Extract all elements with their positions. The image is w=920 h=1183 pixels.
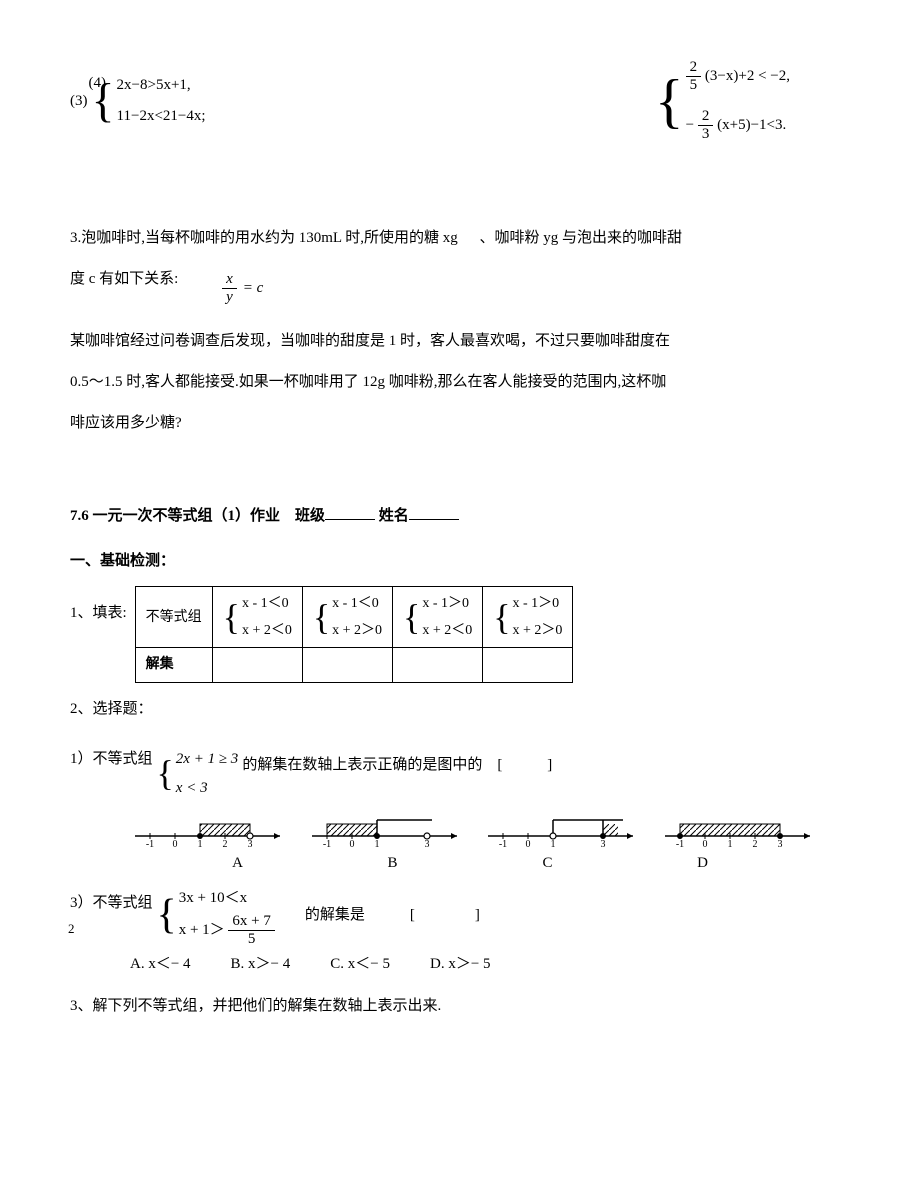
mc1-row: 1）不等式组 { 2x + 1 ≥ 3 x < 3 的解集在数轴上表示正确的是图… (70, 746, 850, 802)
systems-row: (3) { 2x−8>5x+1, (4) 11−2x<21−4x; { 2 5 … (70, 60, 850, 142)
numline-b[interactable]: -1 0 1 3 (307, 806, 467, 848)
svg-text:3: 3 (424, 839, 429, 848)
numline-svg-icon: -1 0 1 3 (307, 806, 467, 848)
table-cell: { x - 1＞0x + 2＜0 (393, 587, 483, 648)
brace-icon: { (403, 603, 420, 632)
opt-b[interactable]: B. x＞− 4 (231, 951, 291, 978)
svg-text:1: 1 (551, 839, 556, 848)
mc3-suffix: 的解集是 [ ] (305, 902, 480, 929)
section1-title: 一、基础检测： (70, 545, 850, 578)
coffee-line5: 啡应该用多少糖? (70, 407, 850, 440)
svg-text:1: 1 (727, 839, 732, 848)
table-cell: { x - 1＞0x + 2＞0 (483, 587, 573, 648)
solution-cell[interactable] (393, 648, 483, 682)
numline-d[interactable]: -1 0 1 2 3 (660, 806, 820, 848)
table-row: 不等式组 { x - 1＜0x + 2＜0 { x - 1＜0x + 2＞0 {… (135, 587, 573, 648)
coffee-line1: 3.泡咖啡时,当每杯咖啡的用水约为 130mL 时,所使用的糖 xg 、咖啡粉 … (70, 222, 850, 255)
blank-name[interactable] (409, 519, 459, 520)
eq-line: 11−2x<21−4x; (117, 103, 206, 130)
svg-text:0: 0 (526, 839, 531, 848)
system-4: { 2 5 (3−x)+2 < −2, − 2 3 (x+5)−1<3. (655, 60, 790, 142)
brace-icon: { (313, 603, 330, 632)
q3-label: 3、解下列不等式组，并把他们的解集在数轴上表示出来. (70, 990, 850, 1023)
coffee-line4: 0.5～1.5 时,客人都能接受.如果一杯咖啡用了 12g 咖啡粉,那么在客人能… (70, 366, 850, 399)
svg-text:2: 2 (223, 839, 228, 848)
table-cell: { x - 1＜0x + 2＜0 (212, 587, 302, 648)
number-lines-row: -1 0 1 2 3 -1 0 1 3 -1 0 1 3 (70, 806, 850, 848)
svg-text:2: 2 (752, 839, 757, 848)
coffee-line3: 某咖啡馆经过问卷调查后发现，当咖啡的甜度是 1 时，客人最喜欢喝，不过只要咖啡甜… (70, 325, 850, 358)
brace-content: 2x−8>5x+1, (4) 11−2x<21−4x; (115, 72, 206, 130)
brace-system-left: { 2x−8>5x+1, (4) 11−2x<21−4x; (92, 72, 206, 130)
brace-icon: { (223, 603, 240, 632)
opt-c[interactable]: C (470, 850, 625, 877)
opt-b[interactable]: B (315, 850, 470, 877)
svg-text:0: 0 (173, 839, 178, 848)
mc1-system: { 2x + 1 ≥ 3 x < 3 (157, 746, 239, 802)
svg-text:-1: -1 (322, 839, 330, 848)
svg-text:-1: -1 (676, 839, 684, 848)
svg-text:-1: -1 (146, 839, 154, 848)
fraction: x y (222, 272, 237, 305)
mc3-row: 3）不等式组 2 { 3x + 10＜x x + 1＞ 6x + 7 5 的解集… (70, 885, 850, 978)
brace-icon: { (655, 80, 684, 122)
svg-text:3: 3 (601, 839, 606, 848)
label-4: (4) (89, 70, 107, 97)
mc1-suffix: 的解集在数轴上表示正确的是图中的 [ ] (242, 746, 552, 779)
svg-text:1: 1 (374, 839, 379, 848)
worksheet-title: 7.6 一元一次不等式组（1）作业 班级 姓名 (70, 500, 850, 533)
mc3-subnum: 2 (68, 917, 75, 940)
mc3-options: A. x＜− 4 B. x＞− 4 C. x＜− 5 D. x＞− 5 (130, 951, 850, 978)
svg-text:0: 0 (349, 839, 354, 848)
fraction: 2 5 (686, 60, 702, 93)
brace-content: 2 5 (3−x)+2 < −2, − 2 3 (x+5)−1<3. (684, 60, 790, 142)
solution-cell[interactable] (483, 648, 573, 682)
mc1-prefix: 1）不等式组 (70, 746, 153, 773)
table-row: 解集 (135, 648, 573, 682)
q2-label: 2、选择题： (70, 693, 850, 726)
brace-icon: { (493, 603, 510, 632)
svg-text:0: 0 (702, 839, 707, 848)
numline-c[interactable]: -1 0 1 3 (483, 806, 643, 848)
inequality-table: 不等式组 { x - 1＜0x + 2＜0 { x - 1＜0x + 2＞0 {… (135, 586, 574, 683)
opt-d[interactable]: D (625, 850, 780, 877)
svg-text:3: 3 (777, 839, 782, 848)
svg-text:1: 1 (198, 839, 203, 848)
mc3-system: { 3x + 10＜x x + 1＞ 6x + 7 5 (157, 885, 275, 947)
table-cell: { x - 1＜0x + 2＞0 (302, 587, 392, 648)
q1-label: 1、填表: (70, 586, 127, 627)
opt-d[interactable]: D. x＞− 5 (430, 951, 491, 978)
svg-text:3: 3 (248, 839, 253, 848)
fraction: 2 3 (698, 109, 714, 142)
eq-line: 2x−8>5x+1, (117, 72, 206, 99)
brace-system-right: { 2 5 (3−x)+2 < −2, − 2 3 (x+5)−1<3. (655, 60, 790, 142)
coffee-line2: 度 c 有如下关系: x y = c (70, 263, 850, 305)
blank-class[interactable] (325, 519, 375, 520)
fraction: 6x + 7 5 (228, 914, 274, 947)
svg-text:-1: -1 (499, 839, 507, 848)
coffee-equation: x y = c (222, 272, 263, 305)
label-3: (3) (70, 88, 88, 115)
opt-c[interactable]: C. x＜− 5 (330, 951, 390, 978)
brace-icon: { (157, 899, 177, 933)
mc1-options: A B C D (70, 850, 850, 877)
opt-a[interactable]: A (160, 850, 315, 877)
table-head-cell: 不等式组 (135, 587, 212, 648)
eq-line: − 2 3 (x+5)−1<3. (686, 109, 790, 142)
numline-svg-icon: -1 0 1 2 3 (130, 806, 290, 848)
numline-a[interactable]: -1 0 1 2 3 (130, 806, 290, 848)
system-3: (3) { 2x−8>5x+1, (4) 11−2x<21−4x; (70, 60, 206, 142)
eq-line: 2 5 (3−x)+2 < −2, (686, 60, 790, 93)
solution-label-cell: 解集 (135, 648, 212, 682)
numline-svg-icon: -1 0 1 3 (483, 806, 643, 848)
brace-icon: { (157, 759, 174, 788)
q1-row: 1、填表: 不等式组 { x - 1＜0x + 2＜0 { x - 1＜0x +… (70, 586, 850, 683)
mc3-prefix: 3）不等式组 (70, 890, 153, 917)
solution-cell[interactable] (212, 648, 302, 682)
mc3-eq2: x + 1＞ 6x + 7 5 (179, 914, 275, 947)
numline-svg-icon: -1 0 1 2 3 (660, 806, 820, 848)
opt-a[interactable]: A. x＜− 4 (130, 951, 191, 978)
solution-cell[interactable] (302, 648, 392, 682)
